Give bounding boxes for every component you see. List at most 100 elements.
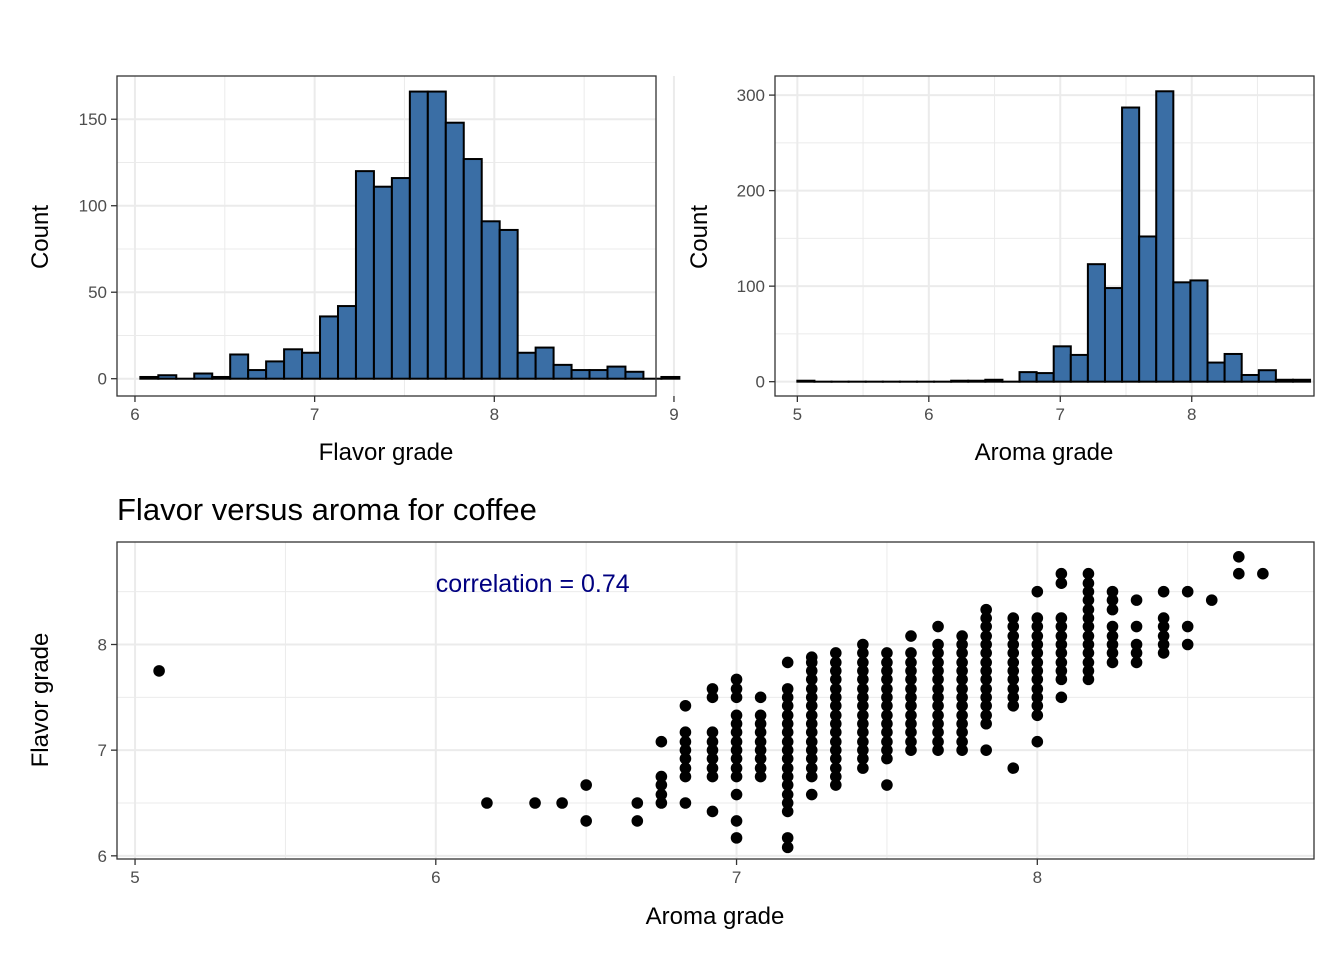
scatter-point xyxy=(1130,620,1143,633)
scatter-point xyxy=(980,683,992,695)
scatter-point xyxy=(805,762,818,774)
scatter-point xyxy=(881,673,893,686)
scatter-point xyxy=(932,735,944,748)
scatter-point xyxy=(881,647,893,659)
scatter-point xyxy=(730,752,743,765)
scatter-point xyxy=(580,779,592,791)
flavor-hist-bar xyxy=(283,348,304,380)
scatter-point xyxy=(754,735,767,748)
scatter-point xyxy=(830,744,842,756)
aroma-histogram-panel: Aroma grade Count 5 6 7 8 0 100 200 300 xyxy=(686,75,1315,466)
scatter-point xyxy=(1031,683,1044,695)
scatter-point xyxy=(980,603,992,616)
aroma-hist-bar xyxy=(984,378,1004,383)
flavor-hist-y-tick-label: 0 xyxy=(98,370,107,389)
scatter-point xyxy=(1007,638,1020,651)
aroma-hist-bar xyxy=(1189,279,1209,383)
scatter-point xyxy=(805,691,818,704)
scatter-point xyxy=(881,717,893,730)
scatter-point xyxy=(781,762,794,774)
scatter-point xyxy=(956,717,968,730)
scatter-point xyxy=(1007,673,1020,686)
scatter-point xyxy=(932,656,944,669)
aroma-hist-bar xyxy=(950,379,970,383)
scatter-point xyxy=(1106,585,1119,598)
scatter-x-tick-label: 8 xyxy=(1033,868,1042,887)
scatter-point xyxy=(830,673,842,686)
scatter-point xyxy=(706,744,719,756)
scatter-point xyxy=(1082,656,1095,669)
scatter-point xyxy=(706,726,719,738)
scatter-point xyxy=(781,805,794,818)
scatter-point xyxy=(1106,620,1119,633)
scatter-point xyxy=(679,735,692,748)
scatter-point xyxy=(830,647,842,659)
scatter-point xyxy=(1082,647,1095,659)
scatter-point xyxy=(857,691,869,704)
scatter-point xyxy=(754,744,767,756)
scatter-point xyxy=(980,612,992,624)
scatter-point xyxy=(956,647,968,659)
scatter-point xyxy=(805,752,818,765)
scatter-point xyxy=(1157,620,1170,633)
scatter-point xyxy=(905,726,917,738)
scatter-point xyxy=(905,683,917,695)
scatter-y-tick-label: 8 xyxy=(98,635,107,654)
flavor-hist-bar xyxy=(552,363,573,380)
scatter-point xyxy=(881,744,893,756)
aroma-hist-bar xyxy=(1155,90,1175,383)
scatter-point xyxy=(730,788,743,801)
scatter-point xyxy=(754,770,767,783)
scatter-point xyxy=(1055,620,1068,633)
scatter-point xyxy=(781,656,794,669)
scatter-point xyxy=(1055,673,1068,686)
scatter-point xyxy=(1031,656,1044,669)
scatter-point xyxy=(679,797,692,809)
scatter-point xyxy=(881,779,893,791)
aroma-hist-bar xyxy=(1035,372,1055,383)
scatter-point xyxy=(980,647,992,659)
scatter-plot-area xyxy=(117,542,1314,859)
flavor-hist-bar xyxy=(624,370,645,380)
scatter-point xyxy=(905,691,917,704)
scatter-point xyxy=(956,630,968,642)
aroma-hist-bar xyxy=(1138,235,1158,383)
aroma-hist-y-tick-label: 300 xyxy=(737,86,765,105)
aroma-hist-bar xyxy=(1274,378,1294,383)
scatter-point xyxy=(857,638,869,651)
flavor-hist-bar xyxy=(193,372,214,380)
scatter-point xyxy=(730,770,743,783)
flavor-vs-aroma-scatter-panel: Flavor versus aroma for coffee Aroma gra… xyxy=(27,492,1315,930)
scatter-x-tick-label: 7 xyxy=(732,868,741,887)
scatter-y-axis-title: Flavor grade xyxy=(27,633,54,768)
scatter-point xyxy=(781,735,794,748)
scatter-point xyxy=(857,709,869,722)
aroma-hist-x-tick-label: 7 xyxy=(1056,405,1065,424)
scatter-point xyxy=(805,709,818,722)
scatter-point xyxy=(830,709,842,722)
aroma-hist-plot-area xyxy=(775,76,1314,396)
scatter-point xyxy=(956,726,968,738)
scatter-point xyxy=(679,699,692,712)
scatter-point xyxy=(805,651,818,663)
scatter-point xyxy=(1257,567,1269,580)
aroma-hist-bar xyxy=(1086,263,1106,383)
scatter-point xyxy=(980,638,992,651)
scatter-point xyxy=(1031,691,1044,704)
scatter-point xyxy=(857,647,869,659)
flavor-hist-bars xyxy=(139,90,681,380)
aroma-hist-bar xyxy=(796,379,816,383)
scatter-point xyxy=(905,717,917,730)
scatter-point xyxy=(1130,638,1143,651)
flavor-hist-y-tick-label: 50 xyxy=(88,283,107,302)
scatter-point xyxy=(1031,709,1044,722)
flavor-hist-x-tick-label: 6 xyxy=(130,405,139,424)
scatter-point xyxy=(679,752,692,765)
aroma-hist-bar xyxy=(967,379,987,383)
scatter-point xyxy=(980,630,992,642)
scatter-point xyxy=(1007,683,1020,695)
scatter-point xyxy=(706,805,719,818)
scatter-point xyxy=(857,717,869,730)
flavor-hist-bar xyxy=(229,353,250,380)
scatter-point xyxy=(781,779,794,791)
